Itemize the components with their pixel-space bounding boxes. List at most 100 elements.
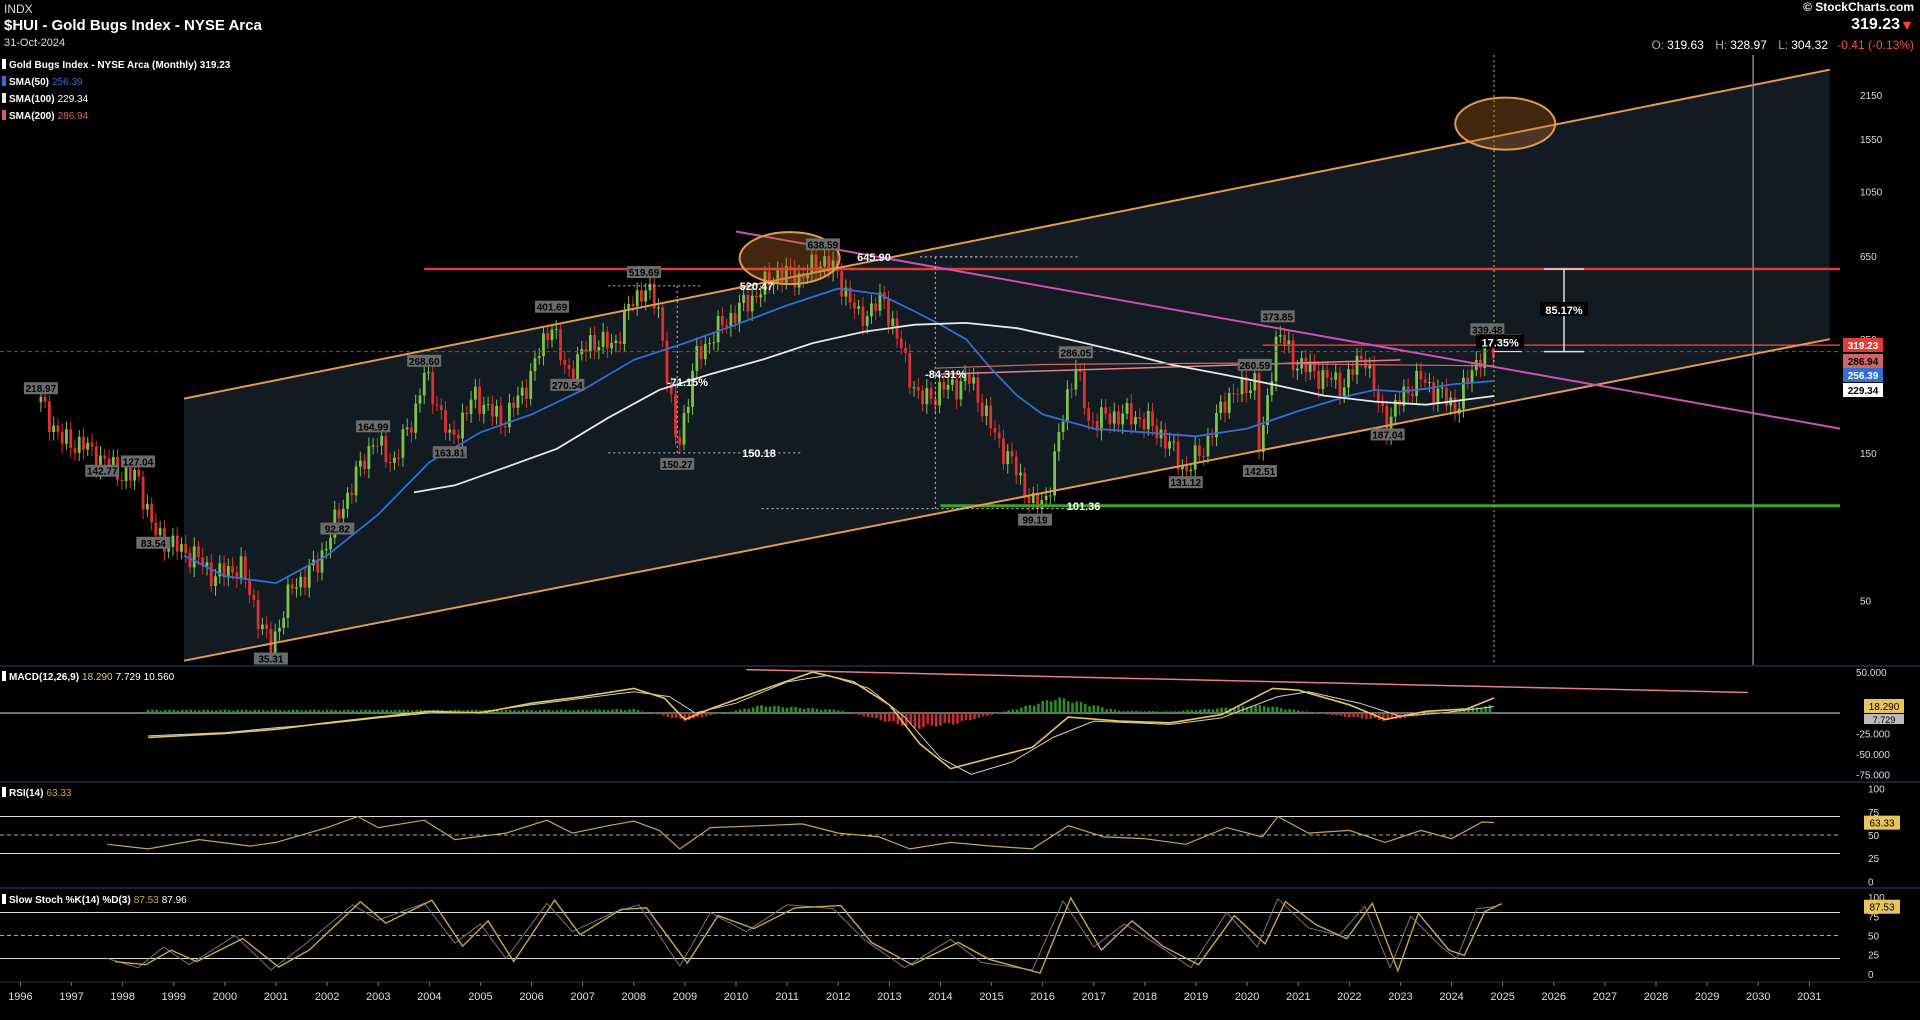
- candle-body: [307, 565, 311, 588]
- candle-body: [857, 306, 861, 309]
- candle-body: [1419, 370, 1423, 380]
- macd-histogram-bar: [508, 709, 512, 713]
- candle-body: [1129, 403, 1133, 425]
- candle-body: [354, 466, 358, 496]
- legend-main[interactable]: Gold Bugs Index - NYSE Arca (Monthly) 31…: [2, 59, 230, 71]
- macd-histogram-bar: [1037, 703, 1040, 713]
- high-label: H:: [1715, 38, 1728, 52]
- candle-body: [320, 550, 324, 573]
- downtrend-line: [735, 230, 1841, 430]
- macd-histogram-bar: [1062, 698, 1066, 713]
- price-label-box: [23, 382, 58, 395]
- price-label: 339.48: [1472, 325, 1503, 336]
- macd-histogram-bar: [760, 705, 763, 713]
- macd-histogram-bar: [410, 710, 414, 713]
- candle-body: [410, 427, 413, 433]
- candle-body: [329, 537, 332, 550]
- legend-sma100-label: SMA(100): [9, 94, 55, 105]
- macd-histogram-bar: [836, 710, 840, 713]
- candle-body: [1138, 417, 1142, 420]
- macd-histogram-bar: [564, 709, 567, 713]
- candle-body: [899, 338, 903, 348]
- candle-body: [1180, 464, 1184, 470]
- pink-trend-line: [940, 359, 1401, 375]
- macd-histogram-bar: [819, 709, 823, 713]
- macd-histogram-bar: [1233, 707, 1236, 713]
- candle-body: [1027, 496, 1031, 504]
- candle-body: [1257, 373, 1261, 453]
- annotation-label: -84.31%: [925, 369, 966, 381]
- price-label-box: [1470, 323, 1505, 336]
- macd-histogram-bar: [525, 709, 529, 713]
- macd-histogram-bar: [977, 712, 981, 718]
- candle-body: [576, 354, 579, 382]
- candle-body: [1100, 407, 1103, 431]
- text-label-box: [1540, 301, 1588, 316]
- macd-histogram-bar: [1488, 704, 1492, 713]
- legend-stoch[interactable]: Slow Stoch %K(14) %D(3) 87.53 87.96: [2, 894, 187, 906]
- macd-histogram-bar: [585, 710, 589, 713]
- x-tick-label: 1999: [162, 991, 186, 1003]
- candle-body: [137, 469, 141, 477]
- brand-logo[interactable]: © StockCharts.com: [1803, 0, 1914, 14]
- candle-body: [282, 618, 286, 628]
- macd-histogram-bar: [517, 710, 521, 713]
- candle-body: [1389, 416, 1393, 437]
- candle-body: [993, 428, 997, 433]
- candle-body: [669, 383, 673, 395]
- macd-histogram-bar: [1305, 711, 1309, 713]
- macd-histogram-bar: [330, 709, 333, 713]
- macd-histogram-bar: [1301, 711, 1304, 713]
- macd-histogram-bar: [913, 712, 917, 728]
- legend-sma100[interactable]: SMA(100) 229.34: [2, 93, 88, 105]
- candle-body: [1240, 376, 1244, 395]
- price-label-box: [253, 652, 288, 665]
- legend-sma50[interactable]: SMA(50) 256.39: [2, 76, 83, 88]
- legend-rsi[interactable]: RSI(14) 63.33: [2, 787, 71, 799]
- candle-body: [657, 307, 660, 309]
- candle-body: [448, 429, 452, 433]
- candle-body: [605, 331, 609, 349]
- macd-histogram-bar: [155, 709, 159, 713]
- candle-body: [508, 402, 511, 428]
- price-tag-box: [1843, 368, 1883, 382]
- macd-histogram-bar: [223, 709, 227, 713]
- price-label-box: [407, 354, 442, 367]
- macd-histogram-bar: [219, 709, 222, 713]
- macd-histogram-bar: [1075, 701, 1079, 713]
- legend-sma200[interactable]: SMA(200) 286.94: [2, 110, 88, 122]
- candle-body: [1466, 377, 1470, 383]
- macd-histogram-bar: [773, 705, 776, 713]
- macd-histogram-bar: [1083, 704, 1087, 713]
- candle-body: [1002, 438, 1005, 465]
- legend-macd[interactable]: MACD(12,26,9) 18.290 7.729 10.560: [2, 671, 174, 683]
- macd-histogram-bar: [658, 712, 661, 715]
- macd-histogram-bar: [321, 710, 325, 713]
- x-tick-label: 2004: [417, 991, 441, 1003]
- macd-histogram-bar: [794, 707, 797, 713]
- macd-histogram-bar: [1356, 712, 1360, 718]
- candle-body: [750, 295, 754, 312]
- candle-body: [495, 406, 499, 417]
- candle-body: [456, 434, 460, 439]
- macd-histogram-bar: [943, 712, 947, 723]
- candle-body: [631, 304, 635, 307]
- x-tick-label: 2023: [1388, 991, 1412, 1003]
- macd-histogram-bar: [240, 709, 244, 713]
- candle-body: [1091, 420, 1095, 422]
- macd-histogram-bar: [368, 709, 372, 713]
- x-tick-label: 2028: [1644, 991, 1668, 1003]
- macd-histogram-bar: [496, 710, 499, 713]
- candle-body: [350, 492, 354, 496]
- candle-body: [921, 390, 924, 405]
- macd-histogram-bar: [1360, 712, 1364, 719]
- legend-stoch-label: Slow Stoch %K(14) %D(3): [9, 895, 131, 906]
- candle-body: [1338, 372, 1342, 397]
- candle-body: [499, 406, 503, 427]
- macd-histogram-bar: [632, 708, 636, 713]
- candle-body: [554, 329, 558, 331]
- macd-histogram-bar: [1224, 707, 1228, 713]
- legend-swatch: [2, 787, 6, 797]
- legend-sma100-value: 229.34: [57, 94, 89, 105]
- candle-body: [904, 347, 907, 354]
